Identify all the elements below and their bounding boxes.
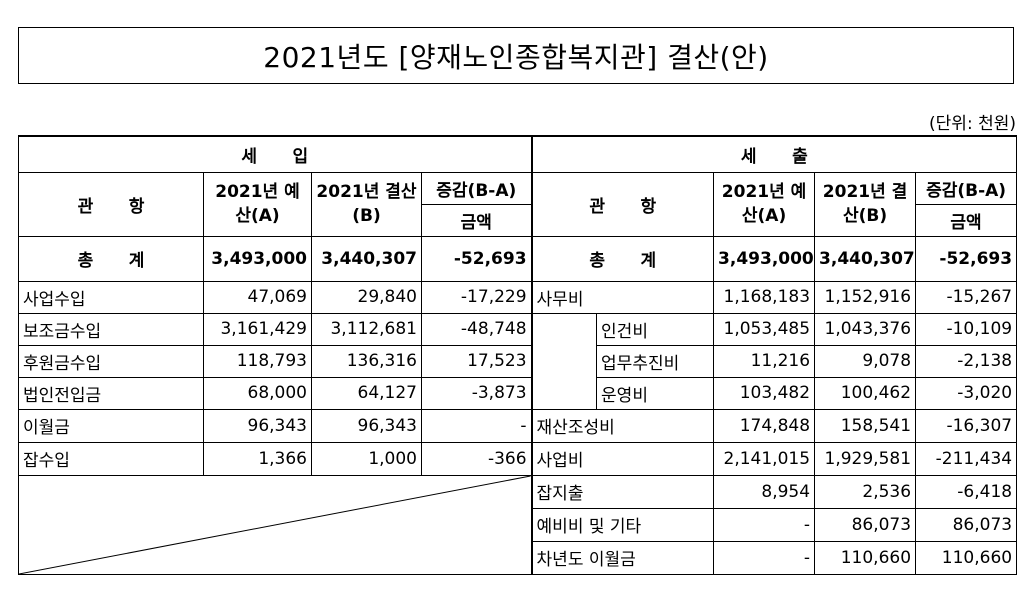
revenue-section-header: 세 입 — [17, 135, 533, 173]
expense-row-diff: -2,138 — [915, 344, 1018, 378]
expense-row-label: 잡지출 — [530, 474, 715, 509]
revenue-row-label: 이월금 — [18, 408, 204, 443]
expense-amount-header: 금액 — [915, 203, 1018, 237]
expense-settlement-header: 2021년 결산(B) — [814, 171, 917, 237]
expense-row-label: 예비비 및 기타 — [530, 507, 715, 542]
unit-note: (단위: 천원) — [929, 114, 1016, 134]
expense-row-label: 사업비 — [530, 441, 715, 476]
expense-total-label: 총 계 — [530, 235, 715, 282]
revenue-row-settlement: 64,127 — [311, 376, 422, 410]
revenue-budget-header: 2021년 예산(A) — [203, 171, 312, 237]
revenue-row-settlement: 96,343 — [311, 408, 422, 443]
revenue-row-diff: -366 — [420, 441, 533, 476]
settlement-table: 세 입 세 출 관 항 2021년 예산(A) 2021년 결산(B) 증감(B… — [17, 135, 1018, 575]
revenue-row-label: 보조금수입 — [18, 312, 204, 346]
empty-diagonal-cell — [17, 474, 533, 575]
expense-row-budget: - — [713, 540, 816, 575]
revenue-diff-header: 증감(B-A) — [420, 171, 533, 205]
revenue-total-label: 총 계 — [18, 235, 204, 282]
expense-row-settlement: 1,043,376 — [814, 312, 917, 346]
expense-row-label: 인건비 — [596, 312, 715, 346]
revenue-row-budget: 1,366 — [203, 441, 312, 476]
expense-row-settlement: 2,536 — [814, 474, 917, 509]
expense-row-settlement: 110,660 — [814, 540, 917, 575]
expense-row-label: 재산조성비 — [530, 408, 715, 443]
expense-diff-header: 증감(B-A) — [915, 171, 1018, 205]
revenue-row-label: 법인전입금 — [18, 376, 204, 410]
revenue-row-label: 잡수입 — [18, 441, 204, 476]
expense-row-budget: 11,216 — [713, 344, 816, 378]
expense-row-budget: 103,482 — [713, 376, 816, 410]
revenue-row-diff: - — [420, 408, 533, 443]
expense-row-diff: -16,307 — [915, 408, 1018, 443]
revenue-row-budget: 47,069 — [203, 280, 312, 314]
revenue-row-settlement: 29,840 — [311, 280, 422, 314]
document-title: 2021년도 [양재노인종합복지관] 결산(안) — [18, 27, 1014, 84]
expense-row-diff: 110,660 — [915, 540, 1018, 575]
expense-subitem-indent — [530, 312, 598, 410]
expense-row-diff: -6,418 — [915, 474, 1018, 509]
expense-row-settlement: 1,929,581 — [814, 441, 917, 476]
revenue-row-budget: 68,000 — [203, 376, 312, 410]
diagonal-line — [19, 476, 531, 574]
expense-total-settlement: 3,440,307 — [814, 235, 917, 282]
expense-row-budget: 2,141,015 — [713, 441, 816, 476]
title-text: 2021년도 [양재노인종합복지관] 결산(안) — [263, 40, 769, 74]
expense-row-budget: 174,848 — [713, 408, 816, 443]
expense-budget-header-text: 2021년 예산(A) — [721, 182, 807, 226]
revenue-total-diff: -52,693 — [420, 235, 533, 282]
revenue-row-budget: 118,793 — [203, 344, 312, 378]
expense-row-label: 운영비 — [596, 376, 715, 410]
revenue-row-budget: 3,161,429 — [203, 312, 312, 346]
expense-row-settlement: 9,078 — [814, 344, 917, 378]
revenue-row-settlement: 3,112,681 — [311, 312, 422, 346]
expense-row-budget: 1,053,485 — [713, 312, 816, 346]
revenue-row-settlement: 136,316 — [311, 344, 422, 378]
expense-row-settlement: 86,073 — [814, 507, 917, 542]
expense-row-label: 사무비 — [530, 280, 715, 314]
revenue-item-header: 관 항 — [18, 171, 204, 237]
expense-row-budget: - — [713, 507, 816, 542]
expense-total-diff: -52,693 — [915, 235, 1018, 282]
expense-total-budget: 3,493,000 — [713, 235, 816, 282]
expense-budget-header: 2021년 예산(A) — [713, 171, 816, 237]
expense-row-diff: -3,020 — [915, 376, 1018, 410]
expense-row-label: 업무추진비 — [596, 344, 715, 378]
expense-section-header: 세 출 — [530, 135, 1018, 173]
expense-row-settlement: 1,152,916 — [814, 280, 917, 314]
expense-row-diff: 86,073 — [915, 507, 1018, 542]
revenue-budget-header-text: 2021년 예산(A) — [215, 182, 300, 226]
revenue-row-settlement: 1,000 — [311, 441, 422, 476]
revenue-total-settlement: 3,440,307 — [311, 235, 422, 282]
revenue-amount-header: 금액 — [420, 203, 533, 237]
expense-row-budget: 8,954 — [713, 474, 816, 509]
revenue-row-label: 후원금수입 — [18, 344, 204, 378]
revenue-row-diff: -48,748 — [420, 312, 533, 346]
expense-settlement-header-text: 2021년 결산(B) — [822, 182, 908, 226]
expense-row-diff: -211,434 — [915, 441, 1018, 476]
revenue-total-budget: 3,493,000 — [203, 235, 312, 282]
revenue-row-diff: 17,523 — [420, 344, 533, 378]
expense-item-header: 관 항 — [530, 171, 715, 237]
expense-row-label: 차년도 이월금 — [530, 540, 715, 575]
expense-row-settlement: 158,541 — [814, 408, 917, 443]
revenue-row-diff: -3,873 — [420, 376, 533, 410]
expense-row-settlement: 100,462 — [814, 376, 917, 410]
revenue-row-diff: -17,229 — [420, 280, 533, 314]
revenue-settlement-header: 2021년 결산(B) — [311, 171, 422, 237]
expense-row-diff: -10,109 — [915, 312, 1018, 346]
expense-row-budget: 1,168,183 — [713, 280, 816, 314]
revenue-row-budget: 96,343 — [203, 408, 312, 443]
expense-row-diff: -15,267 — [915, 280, 1018, 314]
revenue-row-label: 사업수입 — [18, 280, 204, 314]
revenue-settlement-header-text: 2021년 결산(B) — [316, 182, 417, 226]
